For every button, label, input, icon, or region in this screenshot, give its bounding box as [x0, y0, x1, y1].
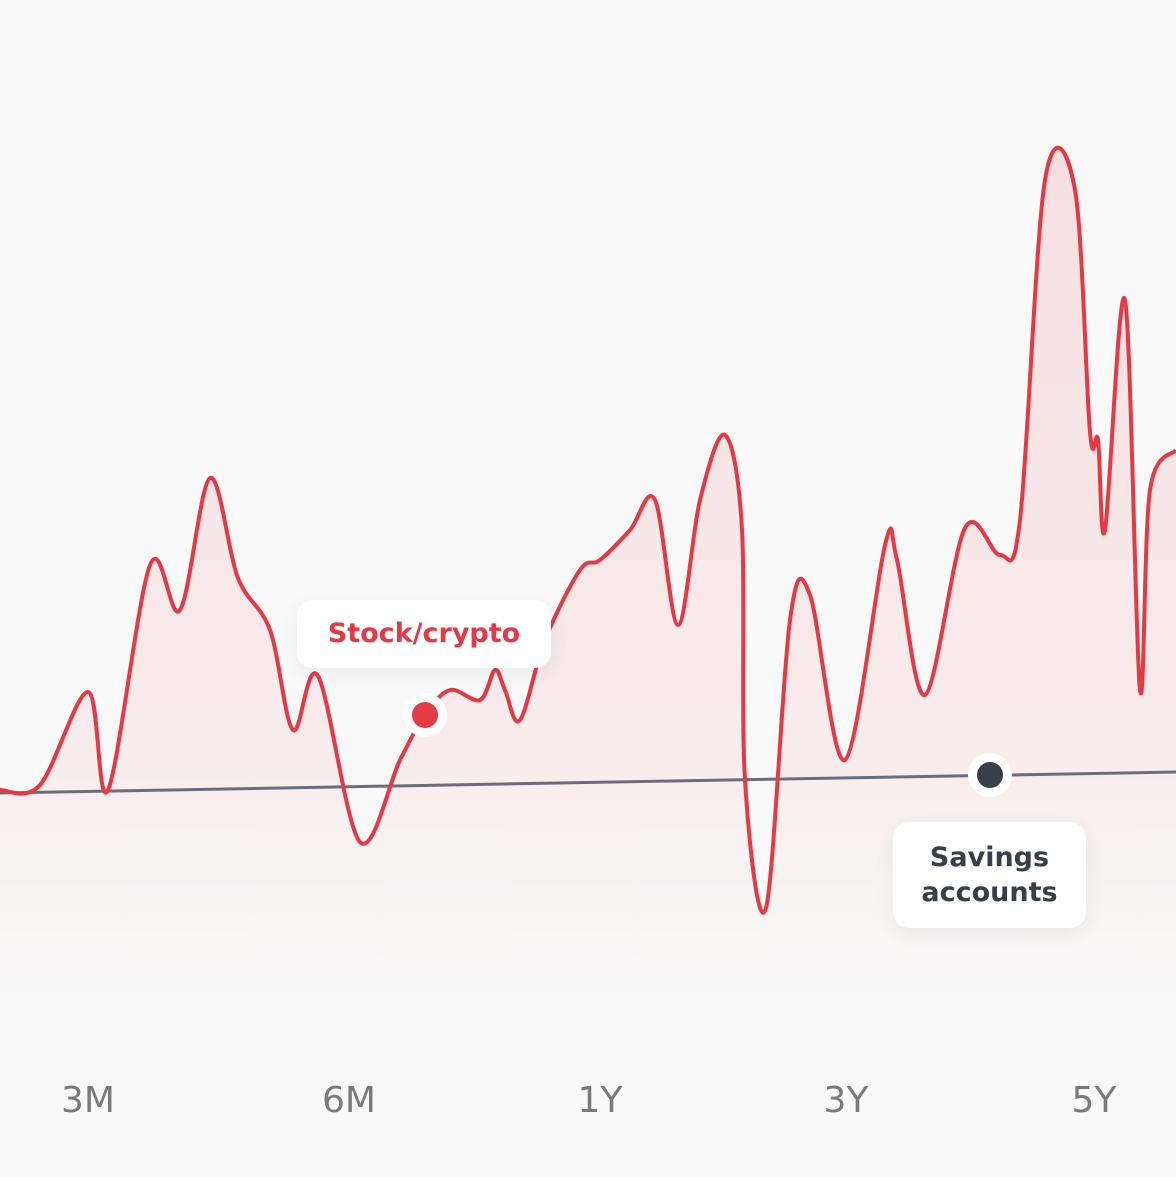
x-label: 5Y — [1071, 1080, 1117, 1121]
x-label: 6M — [322, 1080, 376, 1121]
savings-callout: Savings accounts — [893, 822, 1086, 928]
stock-line — [0, 145, 1176, 915]
x-label: 3M — [61, 1080, 115, 1121]
savings-dot — [977, 762, 1003, 788]
x-label: 3Y — [823, 1080, 869, 1121]
x-label: 1Y — [577, 1080, 623, 1121]
stock-callout: Stock/crypto — [297, 600, 551, 668]
stock-dot — [412, 702, 438, 728]
